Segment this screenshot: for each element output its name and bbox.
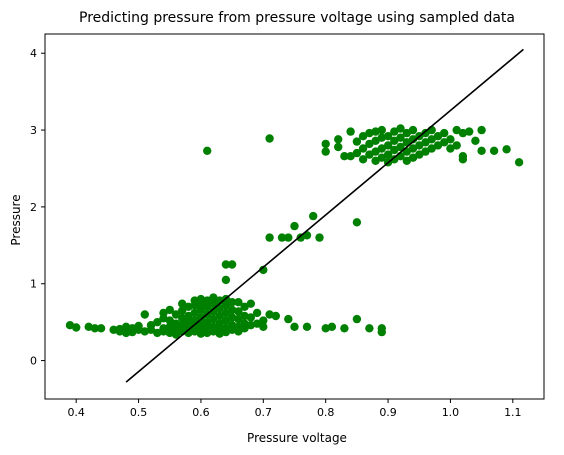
x-axis-label: Pressure voltage [247, 431, 347, 445]
data-point [453, 141, 461, 149]
data-point [409, 126, 417, 134]
data-point [222, 276, 230, 284]
data-point [265, 134, 273, 142]
data-point [315, 233, 323, 241]
data-point [334, 135, 342, 143]
x-tick-label: 1.0 [442, 406, 460, 419]
data-point [284, 233, 292, 241]
x-tick-label: 0.7 [255, 406, 273, 419]
data-point [97, 324, 105, 332]
data-point [247, 300, 255, 308]
data-point [328, 323, 336, 331]
data-point [141, 310, 149, 318]
x-tick-label: 0.9 [379, 406, 397, 419]
data-point [290, 222, 298, 230]
data-point [459, 152, 467, 160]
y-tick-label: 2 [30, 201, 37, 214]
data-point [334, 143, 342, 151]
data-point [346, 127, 354, 135]
y-tick-label: 3 [30, 124, 37, 137]
data-point [203, 147, 211, 155]
data-point [259, 323, 267, 331]
y-tick-label: 0 [30, 355, 37, 368]
data-point [477, 126, 485, 134]
plot-frame [45, 34, 544, 399]
data-point [322, 140, 330, 148]
data-point [465, 127, 473, 135]
data-point [477, 147, 485, 155]
y-tick-label: 4 [30, 47, 37, 60]
data-point [353, 218, 361, 226]
data-point [309, 212, 317, 220]
data-point [353, 315, 361, 323]
data-point [284, 315, 292, 323]
data-point [272, 312, 280, 320]
x-axis-ticks: 0.4 0.5 0.6 0.7 0.8 0.9 1.0 1.1 [67, 399, 521, 419]
data-point [234, 298, 242, 306]
data-point [490, 147, 498, 155]
data-point [178, 300, 186, 308]
data-point [378, 126, 386, 134]
data-point [471, 137, 479, 145]
data-point [378, 328, 386, 336]
data-point [253, 309, 261, 317]
data-point [72, 323, 80, 331]
data-point [228, 260, 236, 268]
data-point [265, 233, 273, 241]
x-tick-label: 0.6 [192, 406, 210, 419]
data-point [446, 135, 454, 143]
data-point [197, 295, 205, 303]
data-point [303, 323, 311, 331]
data-point [365, 324, 373, 332]
data-points [66, 124, 524, 338]
x-tick-label: 1.1 [504, 406, 522, 419]
data-point [440, 129, 448, 137]
x-tick-label: 0.8 [317, 406, 335, 419]
y-axis-label: Pressure [9, 194, 23, 245]
data-point [502, 145, 510, 153]
y-tick-label: 1 [30, 278, 37, 291]
data-point [340, 324, 348, 332]
data-point [209, 293, 217, 301]
data-point [290, 323, 298, 331]
data-point [322, 147, 330, 155]
data-point [515, 158, 523, 166]
x-tick-label: 0.5 [130, 406, 148, 419]
data-point [166, 306, 174, 314]
chart-title: Predicting pressure from pressure voltag… [79, 10, 515, 26]
x-tick-label: 0.4 [67, 406, 85, 419]
y-axis-ticks: 0 1 2 3 4 [30, 47, 45, 367]
